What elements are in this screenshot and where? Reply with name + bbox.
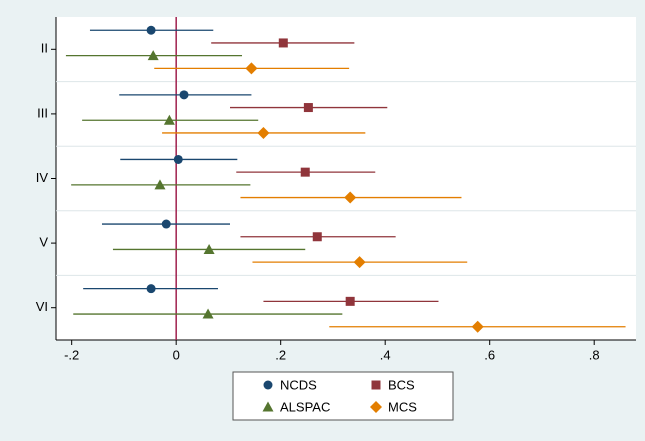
marker: [161, 219, 171, 229]
marker: [146, 25, 156, 35]
marker: [173, 154, 183, 164]
marker: [245, 62, 258, 75]
legend-label: ALSPAC: [280, 399, 330, 414]
marker: [163, 114, 175, 125]
marker: [202, 308, 214, 319]
marker: [147, 50, 159, 61]
marker: [263, 380, 273, 390]
marker: [154, 179, 166, 190]
y-tick-label: III: [37, 105, 48, 120]
marker: [300, 167, 310, 177]
marker: [471, 320, 484, 333]
marker: [370, 401, 382, 413]
marker: [179, 90, 189, 100]
marker: [257, 126, 270, 139]
marker: [344, 191, 357, 204]
legend-label: BCS: [388, 377, 415, 392]
x-tick-label: .8: [589, 347, 600, 362]
plot-area: [56, 17, 636, 340]
x-tick-label: -.2: [64, 347, 79, 362]
x-tick-label: 0: [173, 347, 180, 362]
y-tick-label: VI: [36, 299, 48, 314]
x-tick-label: .6: [484, 347, 495, 362]
marker: [203, 243, 215, 254]
marker: [353, 256, 366, 269]
marker: [146, 284, 156, 294]
legend-label: MCS: [388, 399, 417, 414]
legend-label: NCDS: [280, 377, 317, 392]
y-tick-label: II: [41, 41, 48, 56]
y-tick-label: IV: [36, 170, 49, 185]
legend: [232, 371, 454, 421]
marker: [303, 103, 313, 113]
marker: [345, 296, 355, 306]
marker: [371, 380, 381, 390]
marker: [312, 232, 322, 242]
x-tick-label: .4: [380, 347, 391, 362]
y-tick-label: V: [39, 235, 48, 250]
marker: [278, 38, 288, 48]
marker: [262, 401, 274, 412]
x-tick-label: .2: [275, 347, 286, 362]
